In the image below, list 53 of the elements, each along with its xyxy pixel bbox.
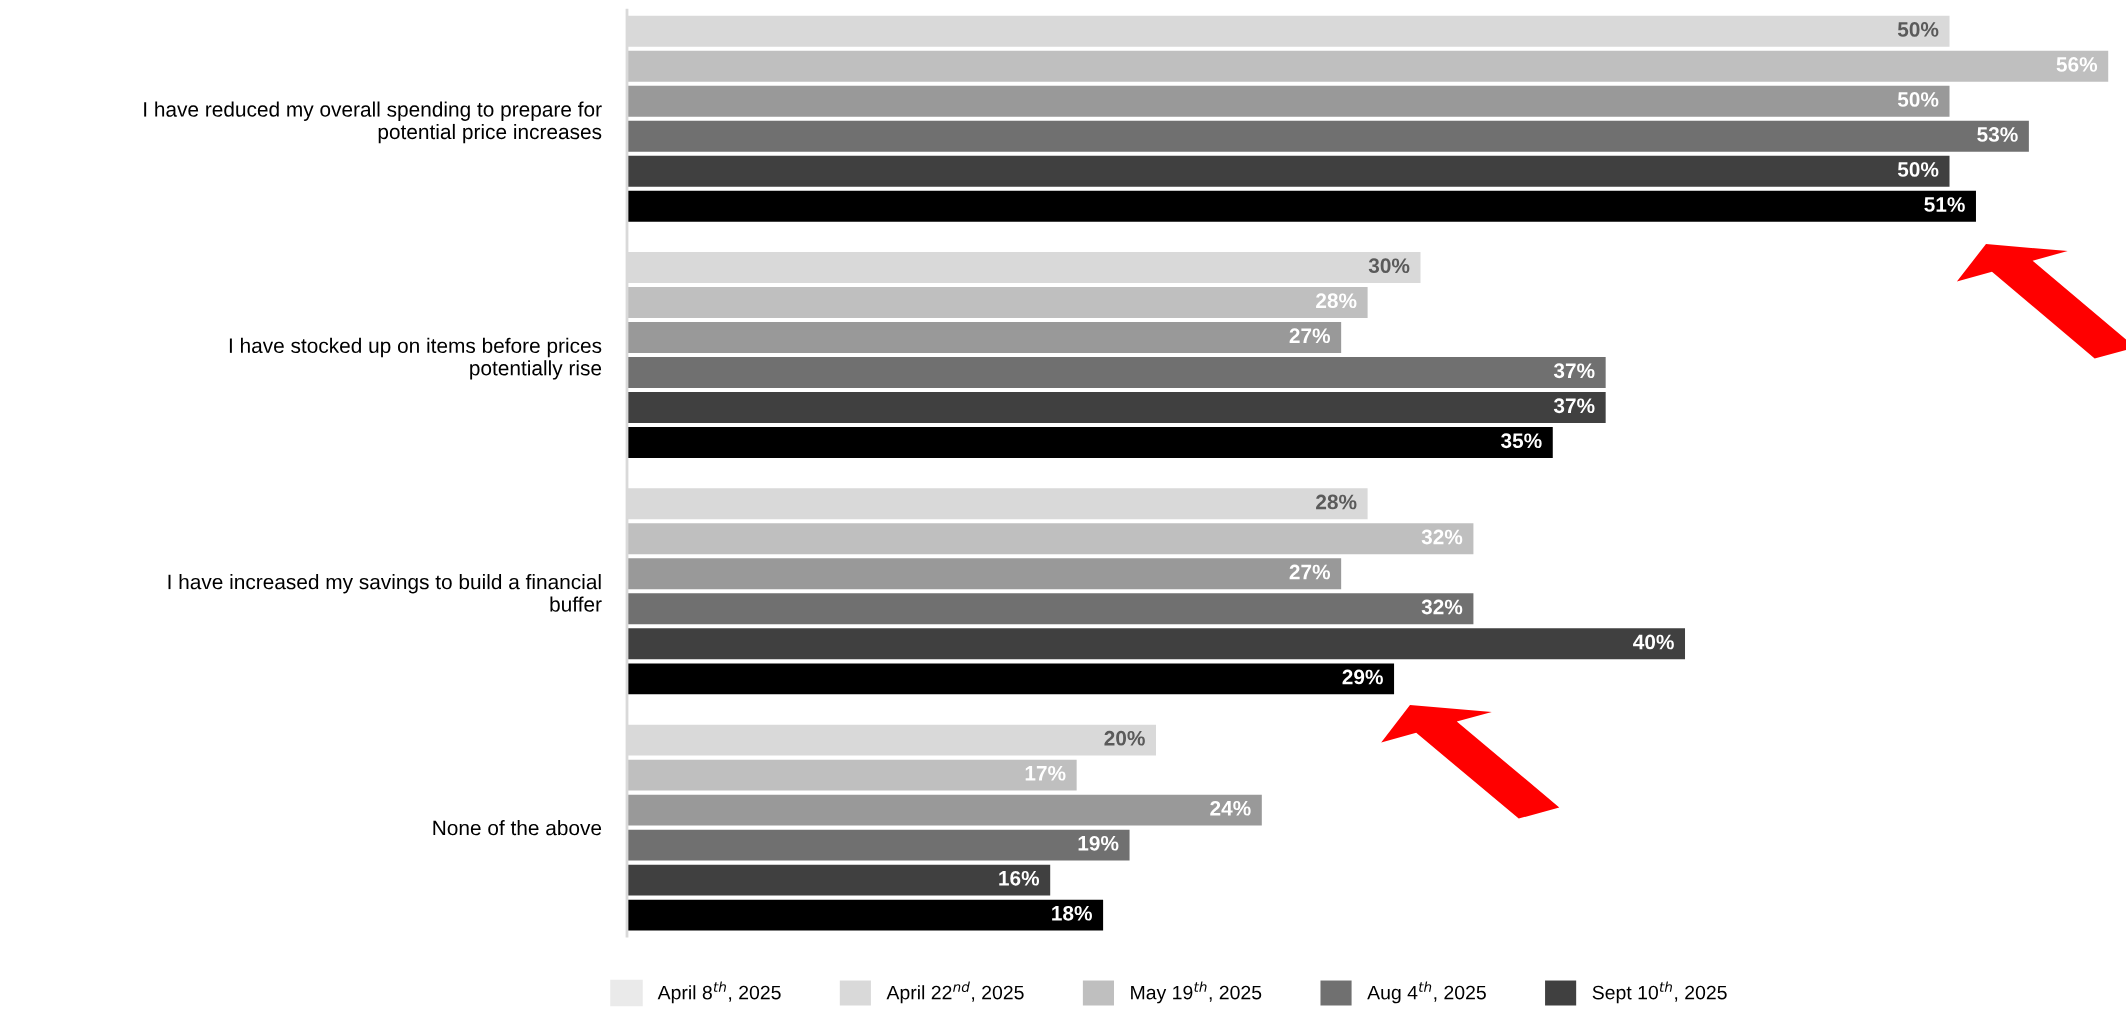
bar bbox=[627, 120, 2029, 152]
data-label: 51% bbox=[1924, 197, 1965, 212]
data-label: 24% bbox=[1210, 800, 1251, 816]
bar bbox=[627, 829, 1130, 861]
y-tick-label: I have reduced my overall spending to prepare for potential price increases bbox=[144, 101, 602, 144]
data-label: 30% bbox=[1368, 258, 1410, 274]
bar bbox=[627, 190, 1976, 222]
bar bbox=[627, 864, 1051, 896]
data-label: 50% bbox=[1897, 162, 1939, 177]
bar bbox=[627, 392, 1606, 423]
y-tick-label: I have stocked up on items before prices potentially rise bbox=[229, 337, 602, 380]
data-label: 29% bbox=[1342, 669, 1383, 685]
data-label: 17% bbox=[1025, 765, 1066, 781]
data-label: 50% bbox=[1897, 22, 1939, 37]
bar bbox=[627, 558, 1342, 590]
data-label: 18% bbox=[1052, 905, 1092, 921]
data-label: 53% bbox=[1977, 127, 2018, 142]
data-label: 20% bbox=[1104, 730, 1145, 746]
bar bbox=[627, 287, 1368, 318]
legend-label: May 19$^{th}$, 2025 bbox=[1131, 981, 1262, 1004]
legend-label: April 8$^{th}$, 2025 bbox=[657, 981, 781, 1004]
y-tick-label: I have increased my savings to build a financial buffer bbox=[168, 574, 602, 612]
bar bbox=[627, 899, 1104, 931]
data-label: 35% bbox=[1500, 433, 1542, 449]
bar bbox=[627, 155, 1950, 187]
data-label: 32% bbox=[1421, 599, 1463, 615]
legend-label: Aug 4$^{th}$, 2025 bbox=[1367, 981, 1486, 1004]
data-label: 27% bbox=[1289, 564, 1331, 580]
data-label: 32% bbox=[1421, 529, 1463, 545]
bar bbox=[627, 322, 1342, 353]
data-label: 27% bbox=[1289, 328, 1331, 344]
legend-label: April 22$^{nd}$, 2025 bbox=[886, 981, 1024, 1004]
bar bbox=[627, 628, 1686, 660]
bar bbox=[627, 50, 2109, 82]
bar bbox=[627, 663, 1395, 695]
data-label: 28% bbox=[1316, 494, 1357, 510]
data-label: 37% bbox=[1553, 363, 1595, 379]
bar bbox=[627, 427, 1553, 458]
data-label: 40% bbox=[1633, 634, 1674, 650]
bar bbox=[627, 523, 1474, 555]
bar bbox=[627, 357, 1606, 388]
bar bbox=[627, 593, 1474, 625]
data-label: 50% bbox=[1897, 92, 1939, 107]
bar bbox=[627, 85, 1950, 117]
bar bbox=[627, 794, 1262, 826]
bar bbox=[627, 759, 1077, 791]
data-label: 56% bbox=[2056, 57, 2098, 72]
data-label: 28% bbox=[1316, 293, 1357, 309]
data-label: 37% bbox=[1553, 398, 1595, 414]
data-label: 19% bbox=[1078, 835, 1119, 851]
legend-label: Sept 10$^{th}$, 2025 bbox=[1592, 981, 1727, 1004]
y-tick-label: None of the above bbox=[433, 819, 602, 836]
data-label: 16% bbox=[999, 870, 1040, 886]
